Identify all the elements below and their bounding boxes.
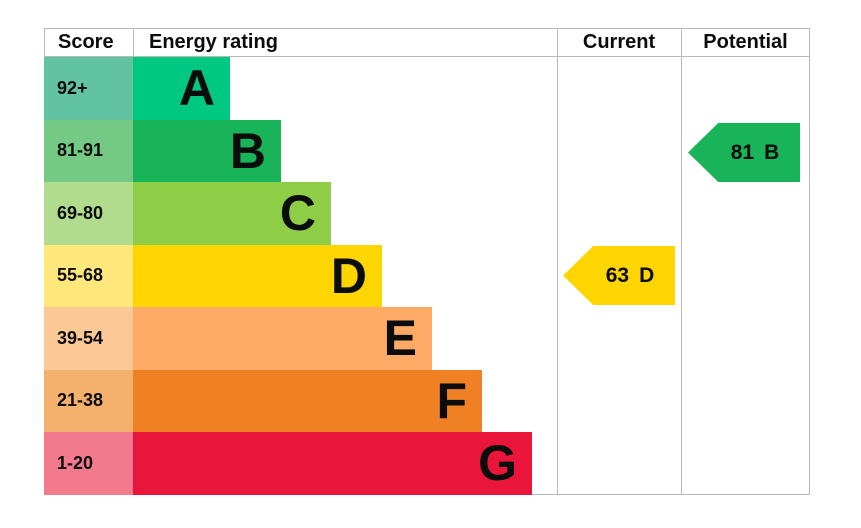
rating-bar-a: A (133, 57, 230, 120)
score-range-label: 92+ (44, 57, 133, 120)
potential-rating-arrow: 81 B (688, 123, 800, 182)
band-rows: 92+ A 81-91 B 69-80 C 55-68 D 39-54 E 21… (44, 57, 557, 495)
score-range-label: 21-38 (44, 369, 133, 432)
table-right-border (809, 28, 810, 495)
score-range-label: 55-68 (44, 244, 133, 307)
column-divider-current (557, 28, 558, 495)
rating-bar-g: G (133, 432, 532, 495)
header-potential: Potential (703, 31, 788, 53)
epc-table: Score Energy rating Current Potential 92… (44, 28, 810, 495)
header-score: Score (58, 31, 114, 53)
score-range-label: 1-20 (44, 432, 133, 495)
band-row-e: 39-54 E (44, 307, 557, 370)
band-row-a: 92+ A (44, 57, 557, 120)
column-divider-potential (681, 28, 682, 495)
header-current: Current (582, 31, 656, 53)
score-range-label: 69-80 (44, 182, 133, 245)
potential-rating-value: 81 (730, 140, 755, 164)
rating-bar-e: E (133, 307, 432, 370)
score-range-label: 81-91 (44, 119, 133, 182)
potential-rating-band: B (764, 140, 780, 164)
band-row-c: 69-80 C (44, 182, 557, 245)
rating-bar-b: B (133, 119, 281, 182)
rating-bar-d: D (133, 244, 382, 307)
current-rating-value: 63 (605, 263, 630, 287)
band-row-g: 1-20 G (44, 432, 557, 495)
rating-bar-f: F (133, 369, 482, 432)
band-row-f: 21-38 F (44, 369, 557, 432)
rating-bar-c: C (133, 182, 331, 245)
table-bottom-border (44, 494, 810, 495)
table-header: Score Energy rating Current Potential (44, 28, 810, 57)
band-row-b: 81-91 B (44, 119, 557, 182)
band-row-d: 55-68 D (44, 244, 557, 307)
header-energy-rating: Energy rating (133, 29, 557, 56)
current-rating-band: D (639, 263, 655, 287)
score-range-label: 39-54 (44, 307, 133, 370)
